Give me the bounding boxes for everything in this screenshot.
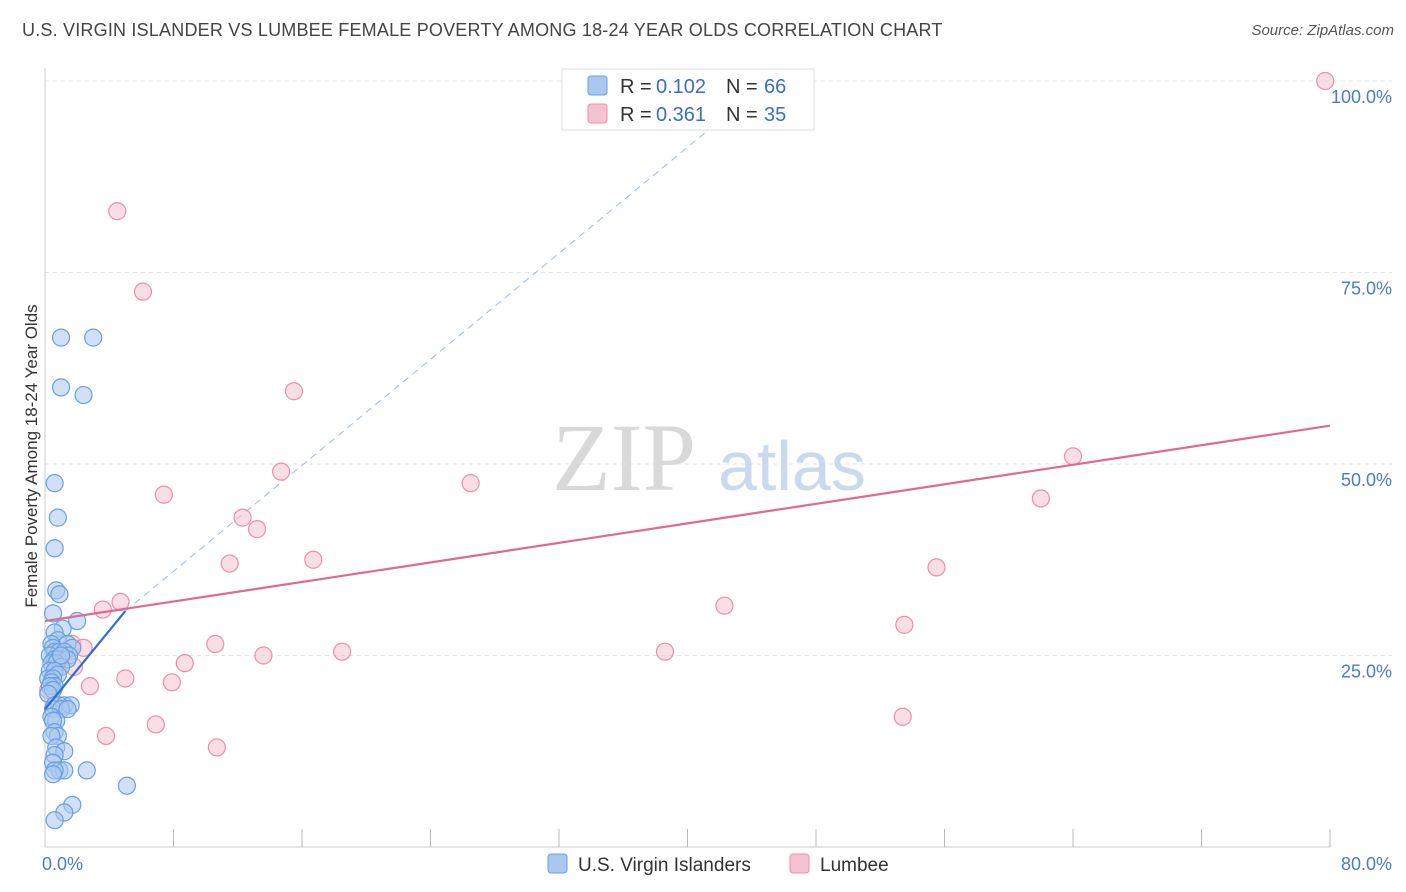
point-virgin-islander-58 [77,761,96,780]
point-lumbee-17 [895,615,914,634]
y-tick-label-3: 100.0% [1331,87,1392,107]
watermark-atlas: atlas [718,427,866,505]
chart-title: U.S. VIRGIN ISLANDER VS LUMBEE FEMALE PO… [22,20,943,40]
grid-lines [45,80,1392,656]
bottom-legend-label-blue: U.S. Virgin Islanders [578,855,751,876]
trend-lines [124,80,769,612]
point-lumbee-21 [655,642,675,661]
bottom-legend-label-pink: Lumbee [820,855,889,876]
point-lumbee-13 [927,558,946,577]
point-lumbee-20 [206,634,225,654]
point-lumbee-9 [233,508,252,527]
x-tick-label-0: 0.0% [42,854,83,874]
legend-n-label-1: N = [726,76,758,98]
point-lumbee-5 [272,462,291,481]
bottom-legend-swatch-pink [789,853,810,874]
point-virgin-islander-1 [84,328,103,347]
legend-swatch-blue [587,75,608,96]
legend-r-label-2: R = [620,104,652,126]
legend-n-label-2: N = [726,104,758,126]
legend-swatch-pink [587,103,608,124]
point-lumbee-29 [80,677,100,696]
y-tick-label-1: 50.0% [1341,470,1392,490]
point-lumbee-11 [220,554,239,573]
bottom-legend-swatch-blue [547,853,568,874]
point-virgin-islander-63 [45,811,64,830]
point-lumbee-26 [116,669,135,688]
point-virgin-islander-0 [51,328,71,347]
point-virgin-islander-4 [45,474,64,493]
legend-r-value-2: 0.361 [656,104,706,126]
point-virgin-islander-65 [51,646,71,665]
watermark: ZIP atlas [552,404,866,511]
legend-n-value-1: 66 [764,76,786,98]
series-legend: U.S. Virgin Islanders Lumbee [547,853,889,876]
point-lumbee-2 [133,282,153,301]
y-tick-label-0: 25.0% [1341,662,1392,682]
point-lumbee-1 [108,202,127,221]
point-lumbee-31 [146,715,165,734]
y-tick-label-2: 75.0% [1341,279,1392,299]
point-virgin-islander-2 [51,378,71,397]
point-lumbee-4 [1063,447,1083,466]
point-lumbee-27 [162,673,181,692]
tick-labels: 25.0% 50.0% 75.0% 100.0% 0.0% 80.0% [42,87,1392,874]
legend-r-label-1: R = [620,76,652,98]
point-lumbee-6 [461,474,480,493]
point-virgin-islander-64 [43,765,63,784]
point-lumbee-33 [96,726,116,746]
point-lumbee-16 [715,596,734,615]
point-virgin-islander-8 [50,585,69,604]
trend-line-pink [44,424,1331,623]
y-axis-title: Female Poverty Among 18-24 Year Olds [22,304,41,607]
legend-r-value-1: 0.102 [656,76,706,98]
point-lumbee-32 [893,707,912,726]
point-virgin-islander-6 [45,539,64,558]
point-lumbee-7 [154,485,173,504]
correlation-legend: R = 0.102 N = 66 R = 0.361 N = 35 [561,68,815,131]
data-points [39,71,1335,830]
point-lumbee-23 [254,646,273,665]
trend-line-blue-extended [124,80,769,612]
point-virgin-islander-3 [74,385,93,405]
point-lumbee-22 [333,642,352,661]
source-credit: Source: ZipAtlas.com [1251,22,1394,39]
point-lumbee-12 [304,550,323,569]
trend-line-blue [44,610,127,710]
point-lumbee-8 [1031,489,1050,508]
legend-n-value-2: 35 [764,104,786,126]
point-virgin-islander-5 [48,508,67,527]
point-lumbee-24 [175,654,194,673]
point-virgin-islander-45 [58,700,77,719]
point-lumbee-3 [284,382,304,401]
point-lumbee-10 [247,520,267,539]
watermark-zip: ZIP [552,404,696,511]
point-lumbee-34 [207,738,226,757]
point-virgin-islander-9 [43,604,63,623]
point-virgin-islander-60 [117,776,137,795]
x-tick-label-1: 80.0% [1341,854,1392,874]
point-lumbee-0 [1316,71,1335,91]
point-lumbee-15 [93,600,112,619]
